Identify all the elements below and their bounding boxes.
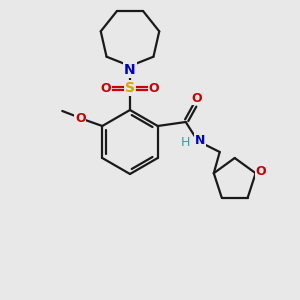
Text: O: O (149, 82, 159, 94)
Text: S: S (125, 81, 135, 95)
Text: N: N (124, 63, 136, 77)
Text: O: O (75, 112, 86, 124)
Text: O: O (191, 92, 202, 104)
Text: H: H (181, 136, 190, 148)
Text: N: N (194, 134, 205, 146)
Text: O: O (255, 165, 266, 178)
Text: O: O (101, 82, 111, 94)
